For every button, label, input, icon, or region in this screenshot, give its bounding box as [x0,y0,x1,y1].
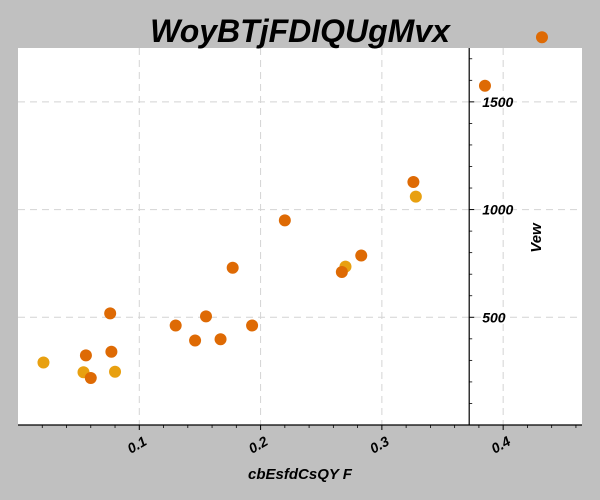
data-point [169,319,182,332]
x-tick-label: 0.1 [124,433,149,457]
data-point [37,356,50,369]
data-point [478,79,491,92]
data-point [200,310,212,323]
data-point [535,31,548,44]
data-point [246,319,259,332]
data-point [409,190,422,203]
y-tick-label: 1000 [482,202,513,218]
y-tick-label: 1500 [482,94,513,110]
chart-title: WoyBTjFDIQUgMvx [150,13,451,49]
y-axis-label: Vew [528,222,545,253]
grid-layer [18,48,582,425]
x-tick-label: 0.4 [488,433,513,457]
data-point [335,266,348,279]
data-point [104,307,117,320]
data-point [84,372,97,385]
data-point [407,175,420,188]
data-point [278,214,291,227]
data-point [105,345,118,358]
data-point [189,334,202,347]
point-layer [37,31,548,385]
x-tick-label: 0.2 [246,433,271,457]
data-point [109,365,122,378]
data-point [355,249,368,262]
x-axis-label: cbEsfdCsQY F [248,466,353,483]
y-tick-label: 500 [482,309,506,325]
data-point [79,349,92,362]
plot-area [18,48,582,425]
data-point [214,333,227,346]
x-tick-label: 0.3 [367,433,392,457]
data-point [226,261,239,274]
